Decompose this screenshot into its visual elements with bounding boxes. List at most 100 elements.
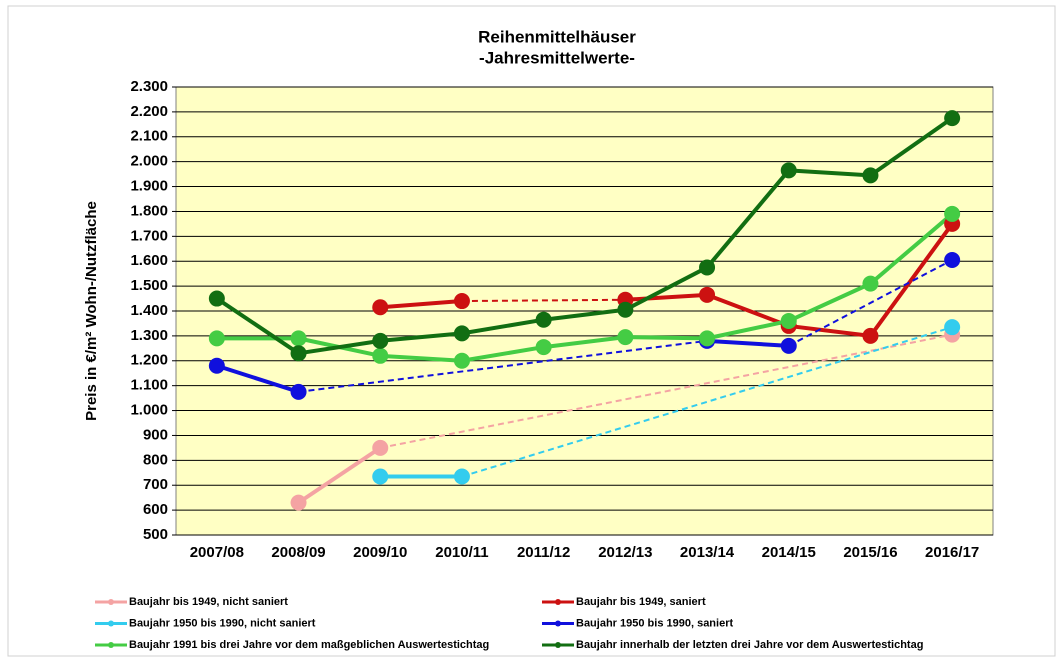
line-segment <box>298 338 381 356</box>
legend-label: Baujahr bis 1949, saniert <box>576 596 706 608</box>
x-tick-label: 2011/12 <box>517 544 570 561</box>
marker <box>699 286 716 303</box>
marker <box>862 275 879 292</box>
line-segment <box>706 292 790 328</box>
line-segment <box>625 292 708 302</box>
y-tick-label: 2.200 <box>130 103 168 120</box>
y-tick-label: 600 <box>143 501 168 518</box>
marker <box>944 205 961 222</box>
marker <box>699 330 716 347</box>
line-segment <box>869 116 954 177</box>
marker <box>372 332 389 349</box>
legend-marker <box>108 620 114 627</box>
legend-marker <box>555 599 561 605</box>
marker <box>780 312 797 329</box>
marker <box>372 439 389 456</box>
line-segment <box>706 318 790 341</box>
y-tick-label: 1.300 <box>130 327 168 344</box>
x-tick-label: 2013/14 <box>680 544 735 561</box>
legend-label: Baujahr 1950 bis 1990, nicht saniert <box>129 617 316 629</box>
line-segment <box>543 335 626 350</box>
line-segment <box>380 353 463 363</box>
marker <box>372 299 389 316</box>
marker <box>617 301 634 318</box>
legend-label: Baujahr 1950 bis 1990, saniert <box>576 617 733 629</box>
marker <box>290 345 307 362</box>
marker <box>944 319 961 336</box>
line-segment <box>461 345 544 363</box>
marker <box>372 347 389 364</box>
y-tick-label: 1.900 <box>130 178 168 195</box>
line-segment <box>624 265 708 312</box>
marker <box>372 468 389 485</box>
y-tick-label: 900 <box>143 426 168 443</box>
legend-label: Baujahr innerhalb der letzten drei Jahre… <box>576 639 923 651</box>
marker <box>944 110 961 127</box>
y-tick-label: 1.800 <box>130 202 168 219</box>
x-tick-label: 2014/15 <box>762 544 816 561</box>
line-gap-segment <box>380 333 953 449</box>
chart-subtitle: -Jahresmittelwerte- <box>479 48 635 67</box>
line-segment <box>868 222 954 338</box>
line-segment <box>705 169 791 269</box>
line-segment <box>216 363 300 394</box>
y-tick-label: 2.300 <box>130 78 168 95</box>
legend-label: Baujahr 1991 bis drei Jahre vor dem maßg… <box>129 639 489 651</box>
line-segment <box>297 446 382 505</box>
y-tick-label: 1.400 <box>130 302 168 319</box>
marker <box>290 383 307 400</box>
marker <box>290 330 307 347</box>
x-tick-label: 2009/10 <box>353 544 407 561</box>
marker <box>862 327 879 344</box>
line-segment <box>543 307 626 322</box>
x-tick-label: 2010/11 <box>435 544 488 561</box>
x-tick-label: 2012/13 <box>598 544 652 561</box>
line-gap-segment <box>298 339 708 393</box>
line-segment <box>380 331 463 343</box>
y-tick-label: 1.600 <box>130 252 168 269</box>
legend-marker <box>555 642 561 648</box>
marker <box>208 330 225 347</box>
y-tick-label: 2.000 <box>130 153 168 170</box>
marker <box>453 468 470 485</box>
marker <box>780 162 797 179</box>
marker <box>453 293 470 310</box>
y-tick-label: 800 <box>143 451 168 468</box>
line-segment <box>706 338 789 348</box>
y-tick-label: 2.100 <box>130 128 168 145</box>
line-segment <box>215 296 300 355</box>
marker <box>453 352 470 369</box>
legend-marker <box>108 642 114 648</box>
x-tick-label: 2015/16 <box>843 544 897 561</box>
marker <box>535 311 552 328</box>
marker <box>944 251 961 268</box>
line-gap-segment <box>788 259 953 347</box>
legend-marker <box>555 620 561 627</box>
line-segment <box>788 323 871 338</box>
x-tick-label: 2007/08 <box>190 544 244 561</box>
y-tick-label: 700 <box>143 476 168 493</box>
line-segment <box>461 317 544 336</box>
line-segment <box>869 212 954 286</box>
marker <box>208 290 225 307</box>
line-segment <box>625 335 708 341</box>
marker <box>453 325 470 342</box>
line-segment <box>787 281 872 323</box>
marker <box>617 329 634 346</box>
marker <box>290 494 307 511</box>
y-tick-label: 500 <box>143 526 168 543</box>
line-segment <box>788 168 871 178</box>
marker <box>699 259 716 276</box>
y-axis-label: Preis in €/m² Wohn-/Nutzfläche <box>83 201 100 421</box>
y-tick-label: 1.100 <box>130 377 168 394</box>
y-tick-label: 1.700 <box>130 227 168 244</box>
y-tick-label: 1.000 <box>130 402 168 419</box>
line-gap-segment <box>461 326 953 478</box>
chart-title: Reihenmittelhäuser <box>478 27 636 46</box>
legend-label: Baujahr bis 1949, nicht saniert <box>129 596 288 608</box>
legend-marker <box>108 599 114 605</box>
marker <box>862 167 879 184</box>
marker <box>208 357 225 374</box>
marker <box>780 337 797 354</box>
